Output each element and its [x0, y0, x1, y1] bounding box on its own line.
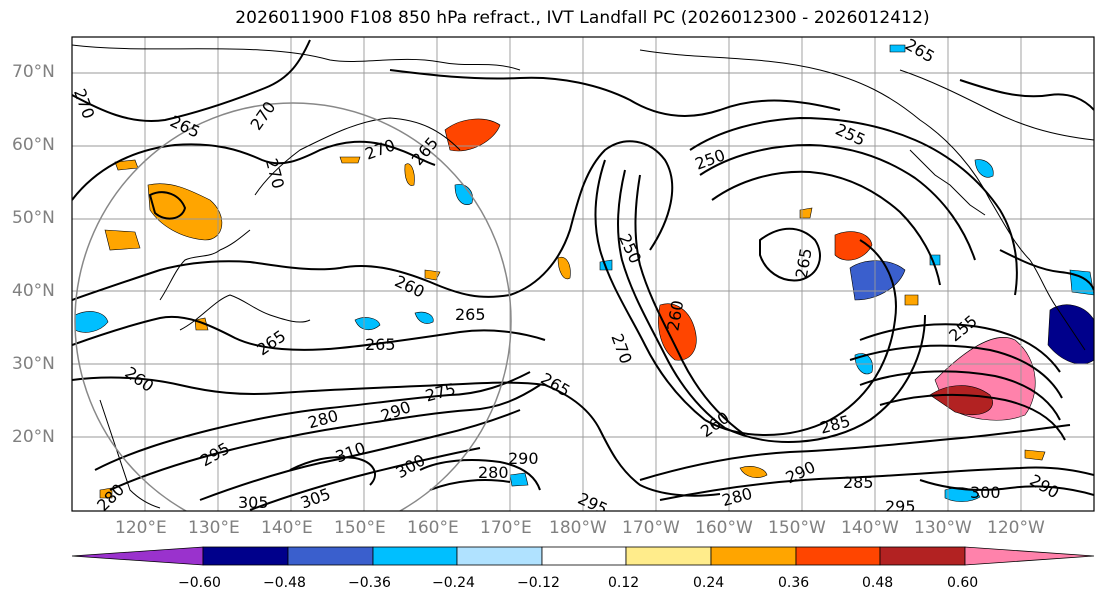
- lat-label-20n: 20°N: [12, 427, 55, 447]
- colorbar-segment: [625, 546, 712, 566]
- lon-label: 170°E: [480, 518, 532, 538]
- lon-label: 150°W: [768, 518, 826, 538]
- colorbar-tick-label: −0.36: [348, 575, 391, 591]
- coastlines: [72, 44, 1094, 509]
- contour-label: 295: [575, 489, 611, 519]
- lon-label: 120°E: [115, 518, 167, 538]
- lat-label-60n: 60°N: [12, 135, 55, 155]
- colorbar-segment: [541, 546, 627, 566]
- contour-label: 285: [818, 411, 852, 437]
- contour-label: 265: [253, 326, 289, 359]
- contour-label: 285: [843, 473, 874, 492]
- lon-label: 140°E: [261, 518, 313, 538]
- colorbar-tick-label: −0.12: [517, 575, 560, 591]
- colorbar-tick-label: 0.48: [862, 575, 894, 591]
- map-title: 2026011900 F108 850 hPa refract., IVT La…: [235, 8, 930, 28]
- graticule: [72, 37, 1094, 511]
- colorbar-tick-label: 0.24: [693, 575, 725, 591]
- lon-label: 130°E: [188, 518, 240, 538]
- contour-label: 270: [262, 156, 288, 190]
- contour-label: 295: [197, 439, 233, 471]
- contour-label: 260: [121, 363, 157, 396]
- lat-label-50n: 50°N: [12, 208, 55, 228]
- lon-label: 150°E: [334, 518, 386, 538]
- contour-label: 250: [692, 145, 727, 173]
- contour-label: 300: [970, 483, 1001, 502]
- lon-label: 160°E: [407, 518, 459, 538]
- colorbar-tick-label: −0.48: [263, 575, 306, 591]
- contour-label: 265: [167, 112, 203, 142]
- contour-label: 290: [508, 449, 539, 468]
- lon-label: 170°W: [622, 518, 680, 538]
- contour-label: 305: [238, 493, 269, 512]
- contour-label: 305: [298, 484, 333, 512]
- colorbar-tick-label: 0.36: [778, 575, 810, 591]
- map-frame: [71, 36, 1095, 512]
- colorbar-tick-label: −0.60: [178, 575, 221, 591]
- contour-label: 295: [885, 497, 916, 516]
- lon-label: 120°W: [987, 518, 1045, 538]
- colorbar-tick-label: 0.12: [608, 575, 640, 591]
- contour-label: 260: [392, 271, 428, 301]
- landfall-radius-circle: [74, 102, 512, 511]
- contour-label: 275: [423, 379, 457, 405]
- lon-label: 130°W: [914, 518, 972, 538]
- contour-label: 290: [1027, 471, 1063, 503]
- colorbar: [71, 546, 1095, 566]
- contour-label: 290: [783, 457, 819, 487]
- refractivity-contours: [72, 39, 1094, 511]
- anomaly-fill: [74, 44, 1094, 502]
- contour-label: 280: [478, 463, 509, 482]
- contour-label: 270: [70, 86, 98, 121]
- contour-label: 270: [362, 135, 397, 163]
- lat-label-30n: 30°N: [12, 354, 55, 374]
- lat-label-40n: 40°N: [12, 281, 55, 301]
- contour-label: 270: [607, 331, 635, 366]
- colorbar-extend-right: [964, 546, 1095, 566]
- lon-label: 180°W: [549, 518, 607, 538]
- contour-label: 255: [945, 311, 981, 345]
- lat-label-70n: 70°N: [12, 62, 55, 82]
- colorbar-tick-label: −0.24: [432, 575, 475, 591]
- colorbar-tick-label: 0.60: [947, 575, 979, 591]
- lon-label: 140°W: [841, 518, 899, 538]
- lon-label: 160°W: [695, 518, 753, 538]
- colorbar-segment: [795, 546, 881, 566]
- colorbar-segment: [456, 546, 543, 566]
- contour-label: 260: [697, 408, 733, 441]
- contour-label: 300: [393, 450, 429, 482]
- contour-label: 265: [365, 335, 396, 354]
- contour-label: 310: [333, 438, 368, 466]
- colorbar-segment: [710, 546, 797, 566]
- colorbar-segment: [372, 546, 458, 566]
- contour-label: 265: [902, 35, 938, 67]
- colorbar-extend-left: [71, 546, 204, 566]
- colorbar-segment: [287, 546, 374, 566]
- colorbar-segment: [879, 546, 966, 566]
- contour-label: 265: [455, 305, 486, 324]
- colorbar-segment: [202, 546, 289, 566]
